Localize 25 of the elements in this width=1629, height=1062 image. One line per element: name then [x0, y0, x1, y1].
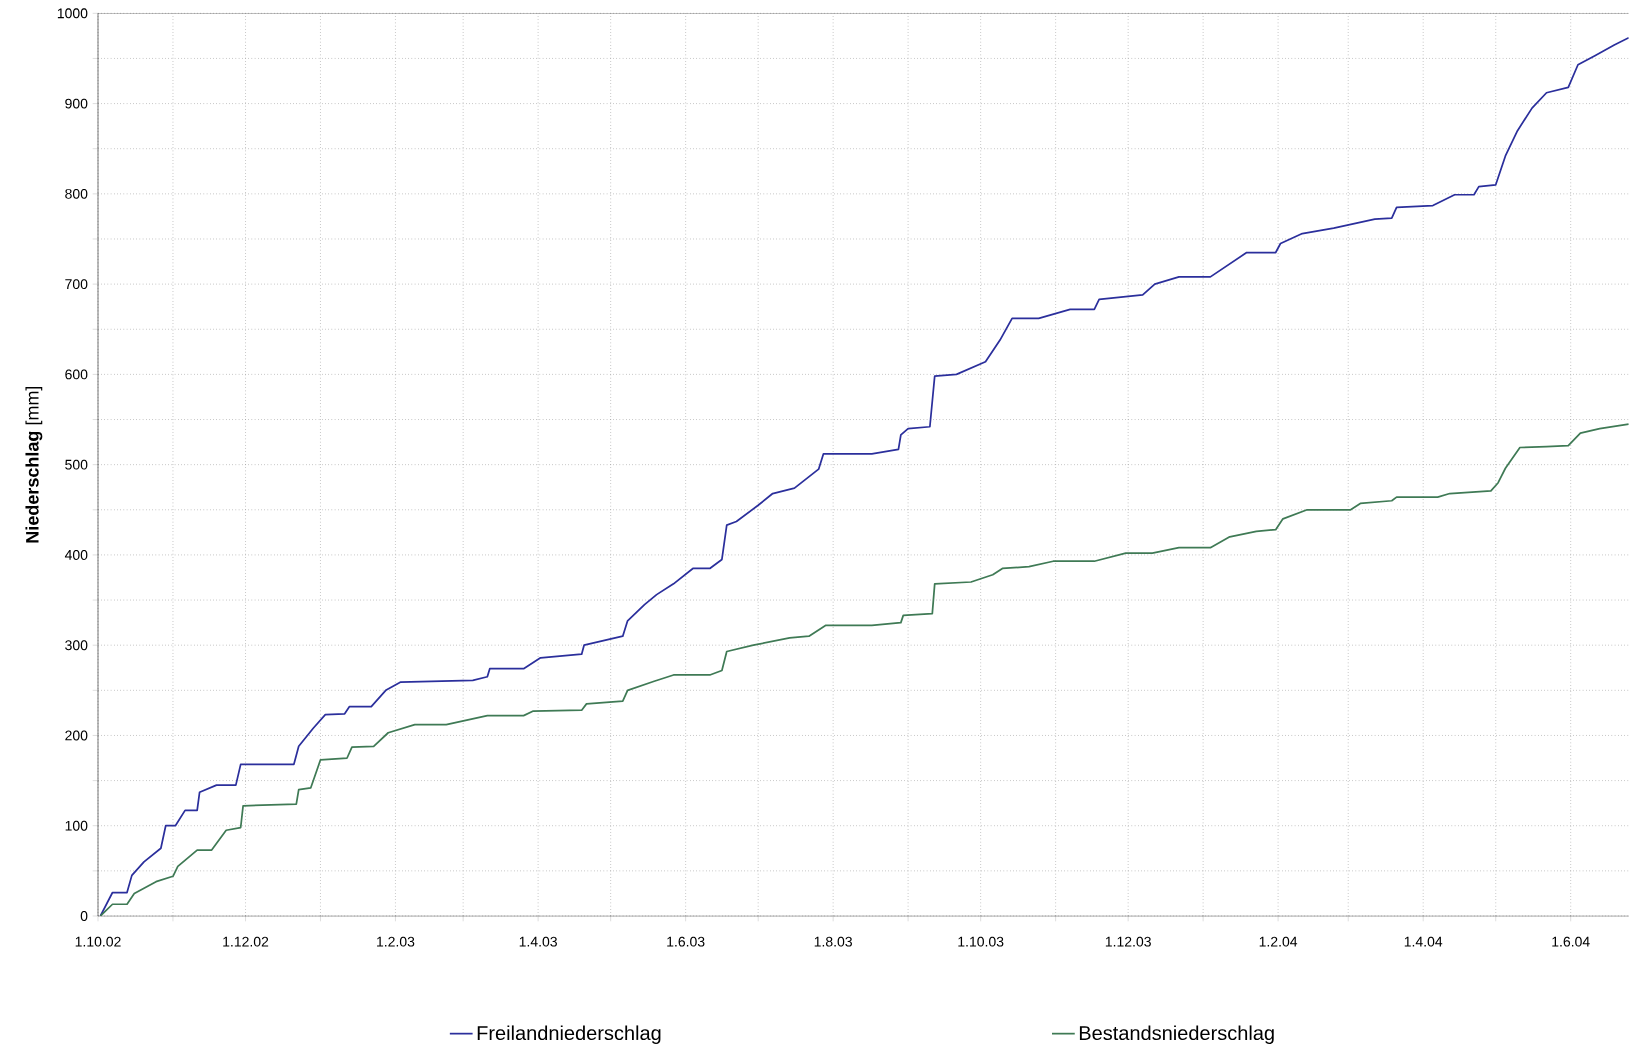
legend-label: Freilandniederschlag: [477, 1025, 661, 1045]
y-tick-label: 200: [65, 730, 88, 741]
y-tick-label: 400: [64, 549, 88, 560]
x-tick-label: 1.10.03: [958, 936, 1004, 947]
x-tick-label: 1.10.02: [75, 936, 121, 947]
x-tick-label: 1.2.03: [377, 936, 415, 947]
x-tick-label: 1.6.04: [1552, 936, 1590, 947]
legend-label: Bestandsniederschlag: [1079, 1025, 1274, 1045]
x-tick-label: 1.4.04: [1404, 936, 1443, 947]
y-tick-label: 100: [65, 820, 88, 831]
x-tick-label: 1.12.03: [1105, 936, 1151, 947]
x-tick-label: 1.12.02: [223, 936, 269, 947]
x-tick-label: 1.6.03: [667, 936, 705, 947]
y-tick-label: 300: [65, 640, 88, 651]
y-tick-label: 700: [65, 279, 88, 290]
x-tick-label: 1.4.03: [519, 936, 557, 947]
y-axis-title: Niederschlag [mm]: [25, 386, 43, 543]
y-tick-label: 600: [65, 369, 88, 380]
y-tick-label: 900: [65, 98, 88, 109]
x-tick-label: 1.8.03: [814, 936, 852, 947]
y-tick-label: 0: [80, 911, 88, 921]
y-tick-label: 1000: [57, 8, 88, 19]
y-tick-label: 800: [65, 188, 88, 199]
x-tick-label: 1.2.04: [1259, 936, 1298, 947]
y-tick-label: 500: [65, 459, 88, 470]
